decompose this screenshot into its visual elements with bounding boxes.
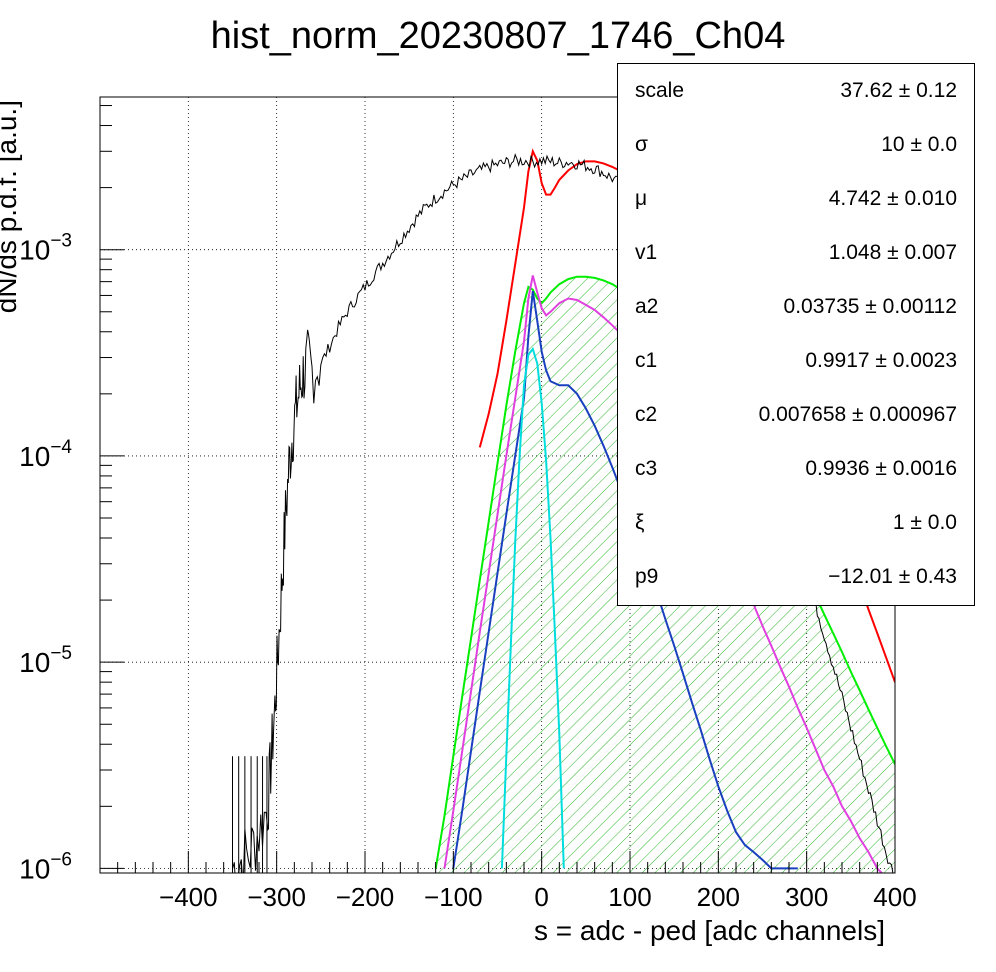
stats-param-name: ξ [635,511,645,534]
stats-param-name: a2 [635,295,659,318]
x-tick-label: 100 [608,882,651,912]
stats-param-value: 1 ± 0.0 [892,511,957,534]
stats-row: a2 0.03735 ± 0.00112 [618,280,974,334]
stats-row: σ 10 ± 0.0 [618,118,974,172]
stats-param-name: μ [635,187,648,210]
stats-param-name: v1 [635,241,658,264]
x-axis-label: s = adc - ped [adc channels] [534,915,885,946]
stats-param-name: c1 [635,349,658,372]
x-tick-label: −200 [336,882,395,912]
stats-row: p9 −12.01 ± 0.43 [618,550,974,604]
stats-param-value: 0.007658 ± 0.000967 [758,403,957,426]
y-tick-label: 10−4 [19,437,72,472]
stats-param-value: 0.9936 ± 0.0016 [805,457,957,480]
fit-curve [500,346,565,869]
stats-row: ξ 1 ± 0.0 [618,496,974,550]
x-tick-label: 300 [785,882,828,912]
x-tick-label: 200 [697,882,740,912]
stats-param-value: 37.62 ± 0.12 [840,79,957,102]
axes: −400 −300 −200 −100 0 100 200 300 400 10−3 10−4 10−… [19,105,917,912]
y-axis-label: dN/ds p.d.f. [a.u.] [0,100,22,313]
stats-param-value: 0.9917 ± 0.0023 [805,349,957,372]
y-tick-label: 10−5 [19,643,72,678]
x-tick-label: 400 [873,882,916,912]
stats-param-value: −12.01 ± 0.43 [828,565,957,588]
stats-param-value: 0.03735 ± 0.00112 [783,295,957,318]
stats-param-name: p9 [635,565,659,588]
stats-param-value: 10 ± 0.0 [881,133,957,156]
stats-param-value: 1.048 ± 0.007 [828,241,957,264]
stats-param-name: c2 [635,403,658,426]
x-tick-label: 0 [534,882,548,912]
stats-param-name: c3 [635,457,658,480]
stats-row: c2 0.007658 ± 0.000967 [618,388,974,442]
stats-param-value: 4.742 ± 0.010 [828,187,957,210]
stats-param-name: scale [635,79,685,102]
stats-row: v1 1.048 ± 0.007 [618,226,974,280]
stats-param-name: σ [635,133,648,156]
stats-row: c1 0.9917 ± 0.0023 [618,334,974,388]
fit-curve [452,290,798,870]
y-tick-label: 10−3 [19,231,72,266]
stats-row: μ 4.742 ± 0.010 [618,172,974,226]
x-tick-label: −100 [424,882,483,912]
stats-row: c3 0.9936 ± 0.0016 [618,442,974,496]
x-tick-label: −400 [159,882,218,912]
y-tick-label: 10−6 [19,849,72,884]
fit-stats-box: scale 37.62 ± 0.12 σ 10 ± 0.0 μ 4.742 ± 0.010… [617,63,975,606]
chart-title: hist_norm_20230807_1746_Ch04 [211,15,786,57]
x-tick-label: −300 [247,882,306,912]
stats-row: scale 37.62 ± 0.12 [618,64,974,118]
